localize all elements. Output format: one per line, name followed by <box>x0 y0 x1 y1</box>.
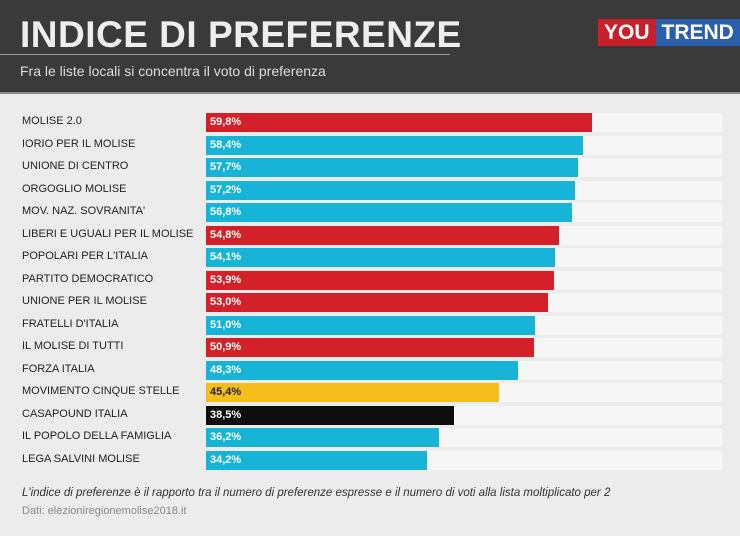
category-label: IL POPOLO DELLA FAMIGLIA <box>22 430 172 442</box>
title-divider <box>0 54 450 55</box>
bar-row: PARTITO DEMOCRATICO 53,9% <box>0 270 740 290</box>
value-label: 50,9% <box>210 341 242 353</box>
bar: 54,1% <box>206 248 555 267</box>
bar: 45,4% <box>206 383 499 402</box>
bar: 54,8% <box>206 225 560 245</box>
bar: 36,2% <box>206 428 440 447</box>
value-label: 48,3% <box>210 363 242 376</box>
bar-row: LEGA SALVINI MOLISE 34,2% <box>0 450 740 470</box>
bar-row: POPOLARI PER L'ITALIA 54,1% <box>0 248 740 267</box>
value-label: 38,5% <box>210 408 242 421</box>
bar-row: LIBERI E UGUALI PER IL MOLISE 54,8% <box>0 225 740 245</box>
value-label: 45,4% <box>210 386 242 398</box>
bar-row: MOLISE 2.0 59,8% <box>0 113 740 132</box>
bar: 34,2% <box>206 450 427 470</box>
bar-row: ORGOGLIO MOLISE 57,2% <box>0 180 740 200</box>
header: INDICE DI PREFERENZE Fra le liste locali… <box>0 0 740 94</box>
value-label: 56,8% <box>210 206 242 218</box>
value-label: 54,8% <box>210 228 242 241</box>
bar: 53,9% <box>206 270 554 290</box>
bar-row: MOVIMENTO CINQUE STELLE 45,4% <box>0 383 740 402</box>
category-label: LEGA SALVINI MOLISE <box>22 452 140 465</box>
category-label: MOV. NAZ. SOVRANITA' <box>22 205 146 217</box>
bar: 59,8% <box>206 113 592 132</box>
bar: 38,5% <box>206 405 455 425</box>
data-source: Dati: elezioniregionemolise2018.it <box>22 505 187 517</box>
footnote: L'indice di preferenze è il rapporto tra… <box>22 487 611 499</box>
category-label: CASAPOUND ITALIA <box>22 407 128 420</box>
bar-row: CASAPOUND ITALIA 38,5% <box>0 405 740 425</box>
value-label: 53,0% <box>210 296 242 308</box>
value-label: 53,9% <box>210 273 242 286</box>
category-label: ORGOGLIO MOLISE <box>22 182 127 195</box>
category-label: POPOLARI PER L'ITALIA <box>22 250 148 262</box>
bar: 51,0% <box>206 315 535 335</box>
category-label: UNIONE DI CENTRO <box>22 160 129 172</box>
category-label: IORIO PER IL MOLISE <box>22 137 136 150</box>
bar: 57,7% <box>206 158 579 177</box>
category-label: FRATELLI D'ITALIA <box>22 317 119 330</box>
bar: 58,4% <box>206 135 583 155</box>
value-label: 54,1% <box>210 251 242 263</box>
bar: 53,0% <box>206 293 548 312</box>
value-label: 34,2% <box>210 453 242 466</box>
bar-row: FRATELLI D'ITALIA 51,0% <box>0 315 740 335</box>
bar-row: IL MOLISE DI TUTTI 50,9% <box>0 338 740 357</box>
category-label: LIBERI E UGUALI PER IL MOLISE <box>22 227 194 240</box>
bar: 56,8% <box>206 203 573 222</box>
category-label: PARTITO DEMOCRATICO <box>22 272 154 285</box>
bar-row: MOV. NAZ. SOVRANITA' 56,8% <box>0 203 740 222</box>
bar: 48,3% <box>206 360 518 380</box>
value-label: 59,8% <box>210 116 242 128</box>
bar-row: IORIO PER IL MOLISE 58,4% <box>0 135 740 155</box>
value-label: 57,2% <box>210 183 242 196</box>
value-label: 51,0% <box>210 318 242 331</box>
value-label: 57,7% <box>210 161 242 173</box>
bar: 50,9% <box>206 338 535 357</box>
bar: 57,2% <box>206 180 575 200</box>
category-label: UNIONE PER IL MOLISE <box>22 295 147 307</box>
bar-row: FORZA ITALIA 48,3% <box>0 360 740 380</box>
youtrend-logo: YOU TREND <box>598 19 740 46</box>
category-label: IL MOLISE DI TUTTI <box>22 340 124 352</box>
bar-row: IL POPOLO DELLA FAMIGLIA 36,2% <box>0 428 740 447</box>
bar-row: UNIONE DI CENTRO 57,7% <box>0 158 740 177</box>
category-label: MOVIMENTO CINQUE STELLE <box>22 385 180 397</box>
bar-row: UNIONE PER IL MOLISE 53,0% <box>0 293 740 312</box>
category-label: MOLISE 2.0 <box>22 115 82 127</box>
value-label: 58,4% <box>210 138 242 151</box>
category-label: FORZA ITALIA <box>22 362 95 375</box>
value-label: 36,2% <box>210 431 242 443</box>
chart-subtitle: Fra le liste locali si concentra il voto… <box>20 63 326 79</box>
chart-title: INDICE DI PREFERENZE <box>20 14 462 55</box>
